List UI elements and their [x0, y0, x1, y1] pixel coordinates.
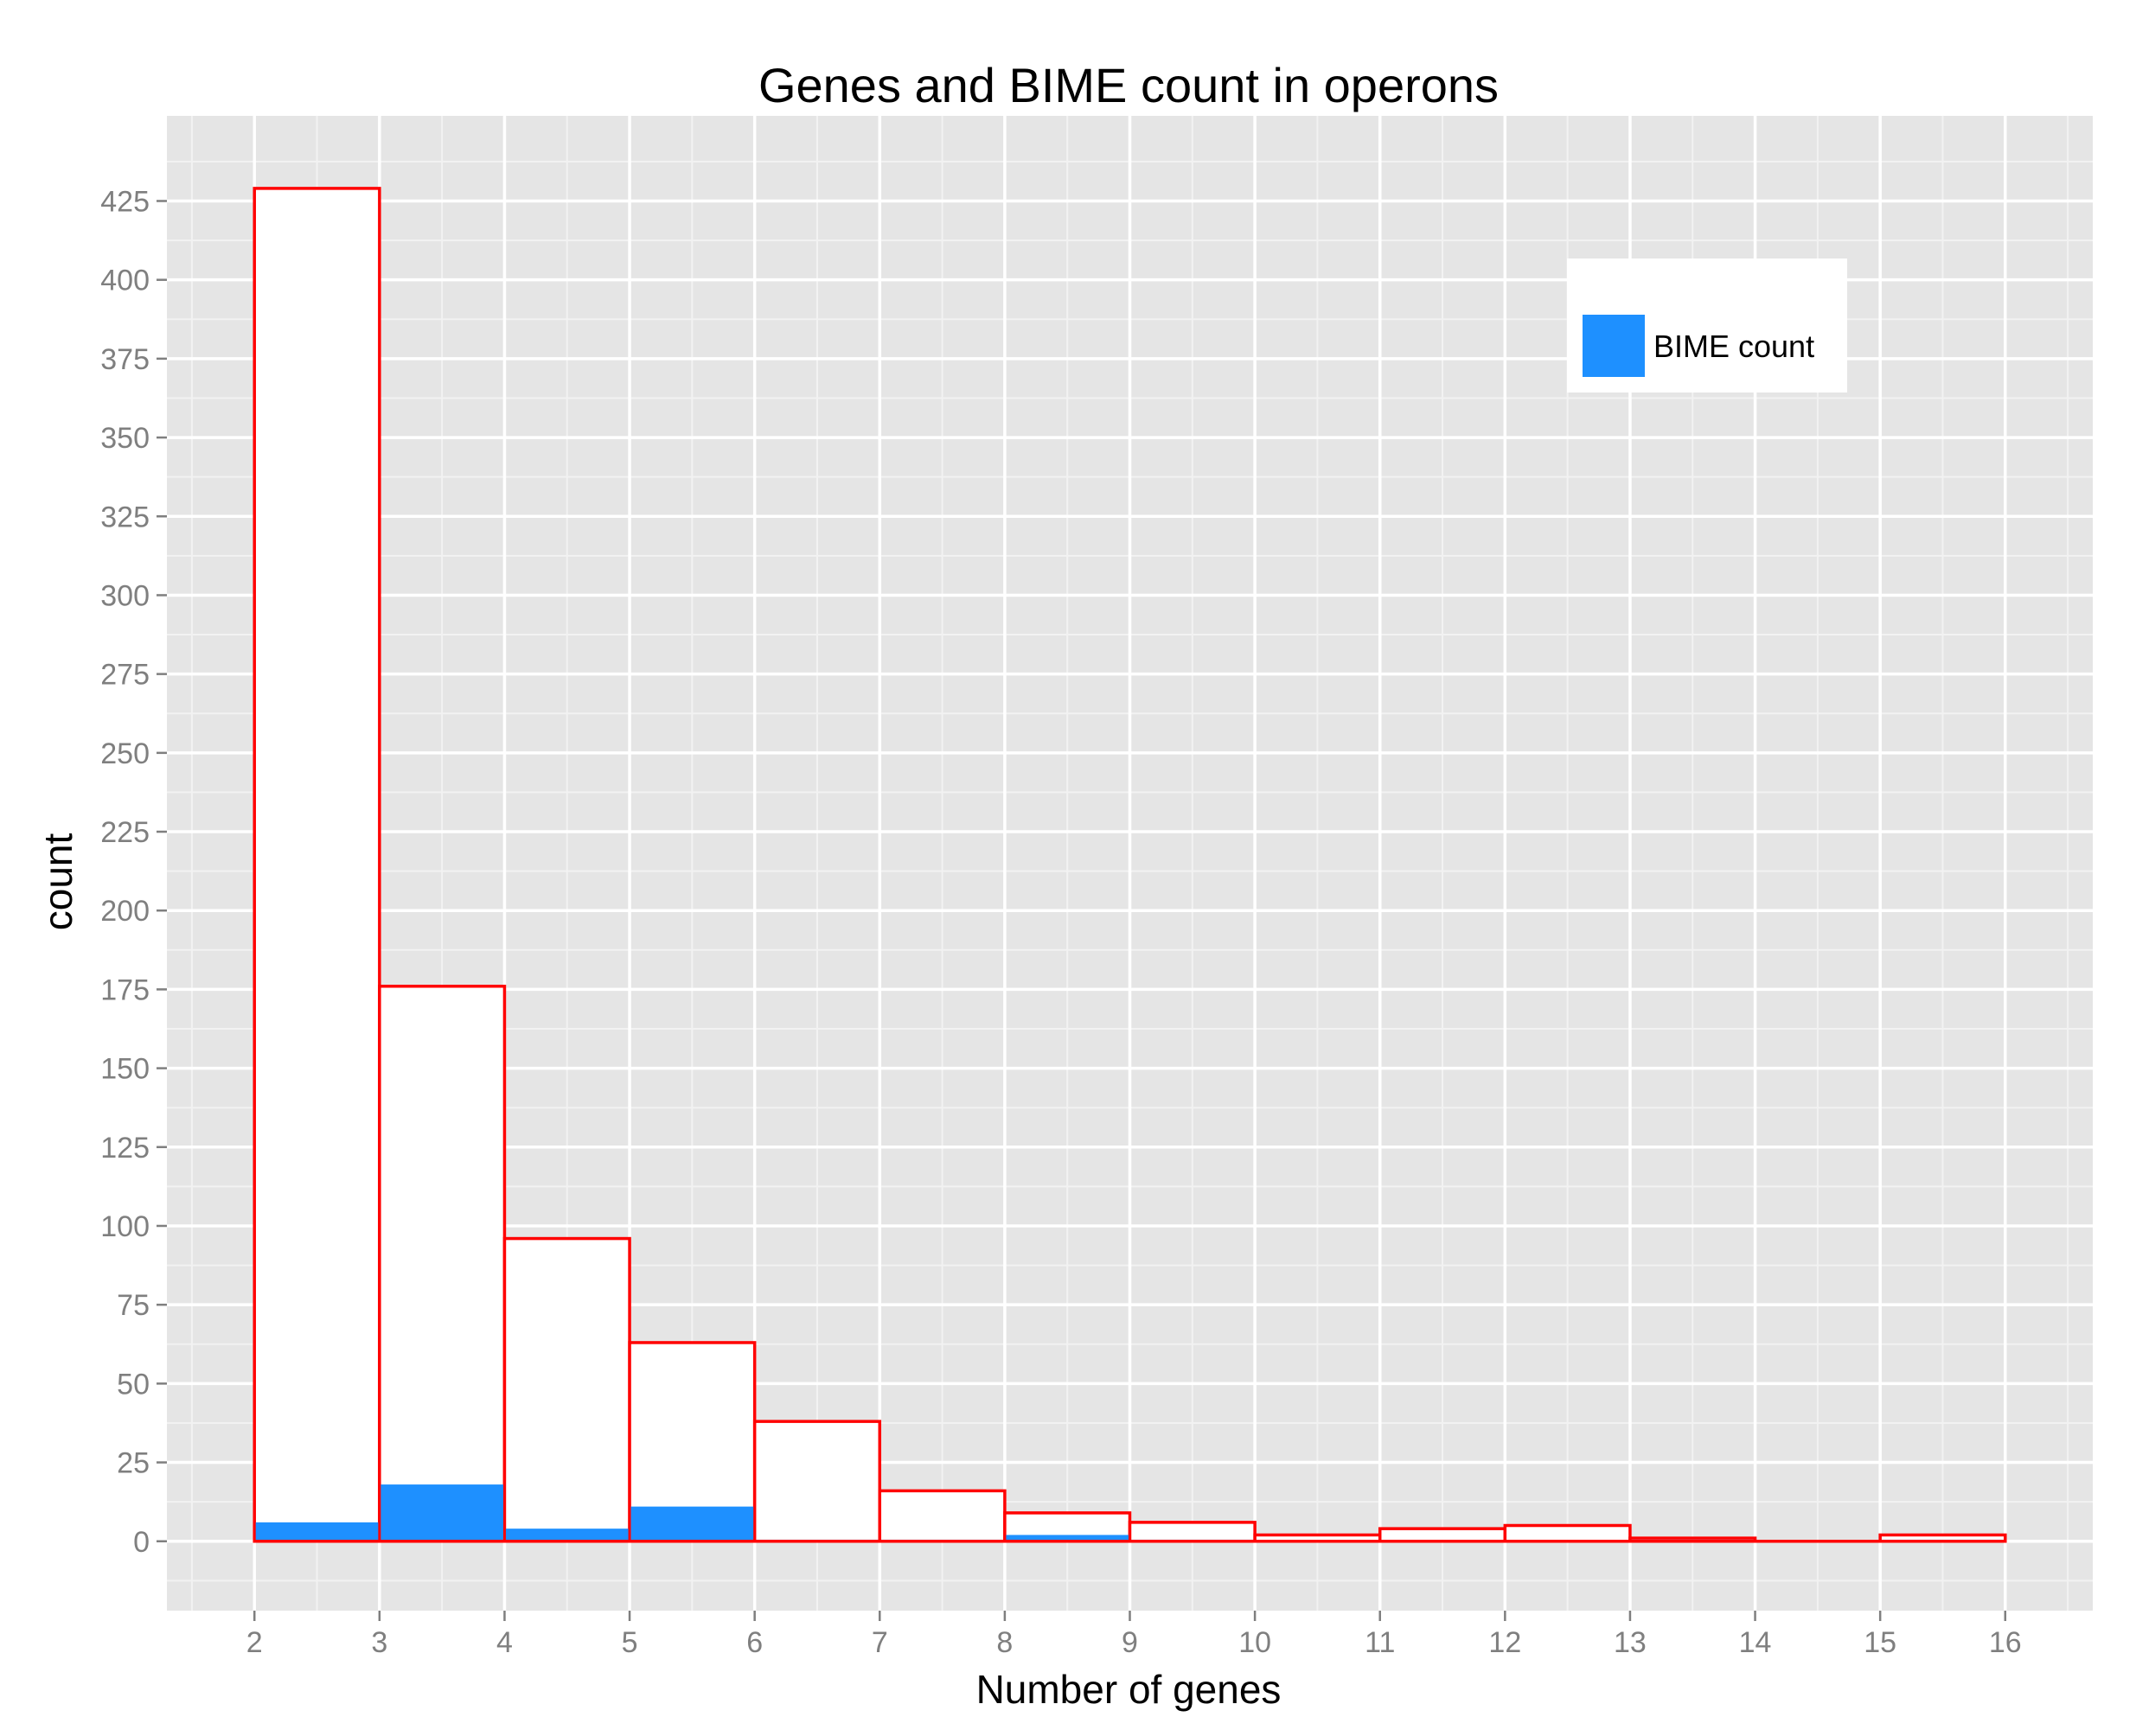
- x-tick-label: 4: [496, 1626, 513, 1659]
- gene-count-bar: [1503, 1523, 1632, 1543]
- y-tick-label: 375: [100, 343, 150, 376]
- x-axis-title: Number of genes: [976, 1667, 1282, 1712]
- y-tick-label: 200: [100, 895, 150, 928]
- gene-count-bar: [878, 1489, 1007, 1543]
- y-tick-label: 250: [100, 737, 150, 770]
- x-tick-label: 14: [1739, 1626, 1772, 1659]
- y-tick-label: 425: [100, 185, 150, 218]
- y-tick-label: 100: [100, 1210, 150, 1243]
- bime-count-bar: [505, 1529, 629, 1541]
- chart-title: Genes and BIME count in operons: [758, 58, 1499, 112]
- x-tick-label: 11: [1365, 1626, 1395, 1659]
- legend: BIME count: [1567, 258, 1847, 393]
- y-axis-title: count: [35, 833, 80, 931]
- x-tick-label: 5: [622, 1626, 638, 1659]
- y-tick-label: 400: [100, 265, 150, 297]
- bime-count-bar: [381, 1484, 503, 1541]
- x-tick-label: 3: [371, 1626, 387, 1659]
- gene-count-bar: [1378, 1527, 1507, 1543]
- x-tick-label: 16: [1989, 1626, 2022, 1659]
- gene-count-bar: [378, 985, 507, 1543]
- legend-label-bime: BIME count: [1653, 329, 1814, 364]
- x-tick-label: 13: [1614, 1626, 1647, 1659]
- y-tick-label: 300: [100, 579, 150, 612]
- y-tick-label: 275: [100, 659, 150, 692]
- x-axis-ticks: 2 3 4 5 6 7 8 9 10 11 12 13 14 15 16: [246, 1611, 2022, 1659]
- y-tick-label: 150: [100, 1053, 150, 1086]
- x-tick-label: 7: [872, 1626, 888, 1659]
- gene-count-bars: [253, 187, 2007, 1543]
- x-tick-label: 6: [746, 1626, 763, 1659]
- gene-count-bar: [502, 1236, 631, 1543]
- y-axis-ticks: 0 25 50 75 100 125 150 175 200 225 250 275 300 325 350…: [100, 185, 167, 1559]
- x-tick-label: 15: [1864, 1626, 1896, 1659]
- y-tick-label: 125: [100, 1132, 150, 1165]
- y-tick-label: 175: [100, 973, 150, 1006]
- legend-key-bime: [1583, 315, 1645, 377]
- bime-count-bar: [1006, 1535, 1129, 1541]
- x-tick-label: 2: [246, 1626, 263, 1659]
- x-tick-label: 10: [1238, 1626, 1271, 1659]
- y-tick-label: 225: [100, 816, 150, 849]
- y-tick-label: 0: [133, 1526, 150, 1559]
- gene-count-bar: [1128, 1521, 1257, 1543]
- y-tick-label: 75: [117, 1289, 150, 1322]
- y-tick-label: 25: [117, 1447, 150, 1480]
- bime-count-bars: [254, 1484, 2005, 1543]
- gene-count-bar: [752, 1420, 882, 1543]
- y-tick-label: 50: [117, 1368, 150, 1401]
- gene-count-bar: [253, 187, 381, 1543]
- y-tick-label: 350: [100, 422, 150, 455]
- x-tick-label: 12: [1488, 1626, 1521, 1659]
- y-tick-label: 325: [100, 501, 150, 533]
- x-tick-label: 8: [996, 1626, 1013, 1659]
- bime-count-bar: [255, 1522, 379, 1541]
- bime-count-bar: [630, 1506, 754, 1541]
- x-tick-label: 9: [1122, 1626, 1138, 1659]
